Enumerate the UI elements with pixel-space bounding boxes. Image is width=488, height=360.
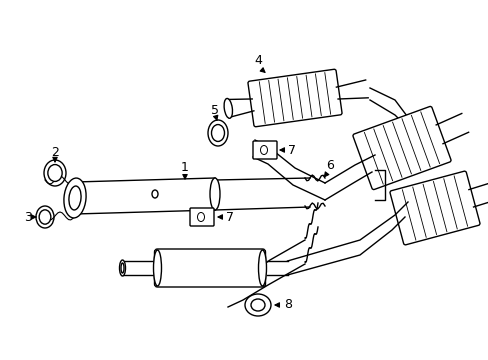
Ellipse shape — [244, 294, 270, 316]
Ellipse shape — [260, 145, 267, 154]
Ellipse shape — [209, 178, 220, 210]
Ellipse shape — [153, 250, 161, 286]
Text: 5: 5 — [210, 104, 219, 117]
FancyBboxPatch shape — [154, 249, 265, 287]
FancyBboxPatch shape — [190, 208, 214, 226]
Text: 4: 4 — [254, 54, 262, 67]
Ellipse shape — [119, 260, 125, 276]
Ellipse shape — [44, 160, 66, 186]
Ellipse shape — [224, 99, 232, 118]
Ellipse shape — [69, 186, 81, 210]
Text: 7: 7 — [287, 144, 295, 157]
Ellipse shape — [39, 210, 51, 224]
Text: 1: 1 — [181, 161, 188, 174]
Ellipse shape — [64, 178, 86, 218]
Text: 3: 3 — [24, 211, 32, 224]
FancyBboxPatch shape — [352, 107, 450, 190]
FancyBboxPatch shape — [247, 69, 341, 127]
Ellipse shape — [258, 250, 266, 286]
Text: 2: 2 — [51, 145, 59, 158]
Ellipse shape — [152, 190, 158, 198]
FancyBboxPatch shape — [252, 141, 276, 159]
Ellipse shape — [197, 212, 204, 221]
Ellipse shape — [36, 206, 54, 228]
Text: 6: 6 — [325, 158, 333, 171]
Text: 7: 7 — [225, 211, 234, 224]
Ellipse shape — [207, 120, 227, 146]
Ellipse shape — [250, 299, 264, 311]
Ellipse shape — [211, 125, 224, 141]
Text: 8: 8 — [284, 298, 291, 311]
Ellipse shape — [121, 263, 124, 273]
Ellipse shape — [48, 165, 62, 181]
FancyBboxPatch shape — [389, 171, 479, 245]
